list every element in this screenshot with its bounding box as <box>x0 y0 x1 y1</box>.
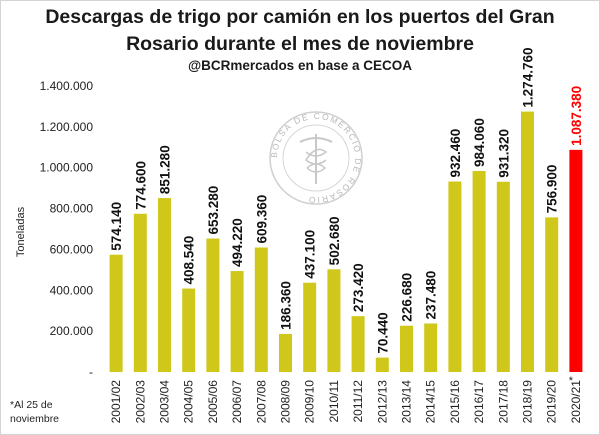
x-tick-label: 2016/17 <box>472 380 486 424</box>
bar <box>279 333 292 372</box>
x-tick-label: 2015/16 <box>448 380 462 424</box>
bar <box>400 325 413 372</box>
y-tick-label: - <box>89 365 93 379</box>
bar <box>375 357 389 372</box>
bar <box>424 323 438 372</box>
data-label: 1.274.760 <box>521 48 536 108</box>
x-tick-label: 2011/12 <box>351 380 365 423</box>
data-label: 984.060 <box>472 118 487 167</box>
data-label: 851.280 <box>158 145 173 194</box>
data-label: 502.680 <box>327 216 342 265</box>
x-tick-label: 2005/06 <box>206 380 220 424</box>
bar <box>521 111 534 372</box>
bar <box>109 254 123 372</box>
x-tick-label: 2012/13 <box>375 380 389 424</box>
x-tick-label: 2001/02 <box>109 380 123 424</box>
bar <box>327 269 341 372</box>
x-tick-label: 2006/07 <box>230 380 244 424</box>
x-tick-label: 2014/15 <box>424 380 438 424</box>
data-label: 408.540 <box>182 236 197 285</box>
data-label: 437.100 <box>303 230 318 279</box>
data-label: 226.680 <box>400 273 415 322</box>
y-tick-label: 200.000 <box>50 324 94 338</box>
x-tick-label: 2002/03 <box>133 380 147 424</box>
x-tick-mark: * <box>569 375 574 387</box>
data-label: 774.600 <box>133 161 148 210</box>
bar <box>303 282 317 372</box>
data-label: 931.320 <box>496 129 511 178</box>
x-tick-label: 2013/14 <box>400 380 414 424</box>
data-label: 574.140 <box>109 202 124 251</box>
bar <box>448 181 462 372</box>
data-label: 653.280 <box>206 186 221 235</box>
x-tick-label: 2019/20 <box>545 380 559 424</box>
x-tick-label: 2018/19 <box>521 380 535 424</box>
bar <box>569 149 583 372</box>
x-tick-label: 2007/08 <box>254 380 268 424</box>
footnote: *Al 25 de noviembre <box>10 399 60 425</box>
chart-title-line2: Rosario durante el mes de noviembre <box>126 33 474 55</box>
data-label: 70.440 <box>375 312 390 353</box>
y-tick-label: 1.000.000 <box>40 161 94 175</box>
bar <box>182 288 196 372</box>
data-label: 186.360 <box>279 281 294 330</box>
data-label: 932.460 <box>448 129 463 178</box>
watermark-logo: BOLSA DE COMERCIO DE ROSARIO <box>269 111 363 205</box>
y-tick-label: 1.200.000 <box>40 120 94 134</box>
data-label: 273.420 <box>351 263 366 312</box>
chart-subtitle: @BCRmercados en base a CECOA <box>188 58 412 73</box>
bar <box>133 213 147 372</box>
data-label: 609.360 <box>254 195 269 244</box>
x-tick-label: 2010/11 <box>327 380 341 423</box>
y-tick-label: 800.000 <box>50 202 94 216</box>
x-tick-label: 2017/18 <box>496 380 510 424</box>
y-tick-label: 600.000 <box>50 242 94 256</box>
bar <box>206 238 220 372</box>
bar <box>158 198 171 372</box>
bar <box>545 217 559 372</box>
data-label: 756.900 <box>545 165 560 214</box>
data-label: 494.220 <box>230 218 245 267</box>
bar <box>472 170 486 372</box>
chart-title-line1: Descargas de trigo por camión en los pue… <box>45 6 555 28</box>
data-label: 1.087.380 <box>569 86 584 146</box>
y-tick-label: 400.000 <box>50 283 94 297</box>
x-tick-label: 2008/09 <box>279 380 293 424</box>
x-tick-label: 2009/10 <box>303 380 317 424</box>
bar <box>230 271 244 372</box>
x-tick-label: 2020/21 <box>569 380 583 424</box>
data-label: 237.480 <box>424 271 439 320</box>
bar <box>254 247 268 372</box>
x-tick-label: 2004/05 <box>182 380 196 424</box>
y-tick-label: 1.400.000 <box>40 79 94 93</box>
bar <box>351 316 365 372</box>
x-tick-label: 2003/04 <box>158 380 172 424</box>
bar <box>496 181 510 372</box>
